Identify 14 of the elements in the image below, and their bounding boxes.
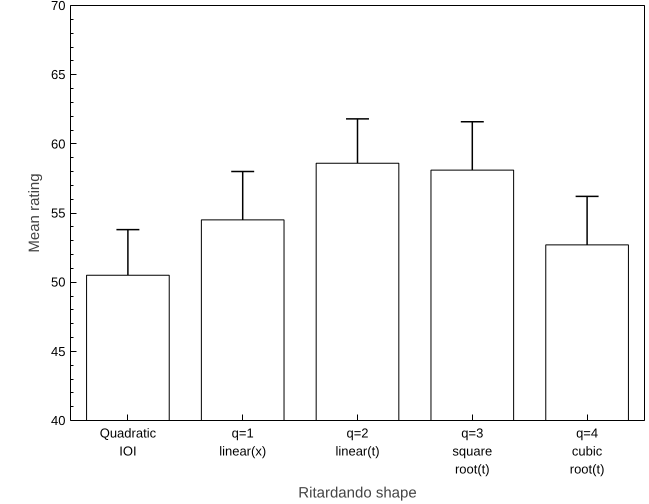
x-tick-label: q=1 linear(x) [219, 426, 266, 458]
x-tick-label: q=2 linear(t) [335, 426, 380, 458]
y-tick-label: 40 [51, 413, 66, 428]
y-tick-label: 50 [51, 274, 66, 290]
y-tick-label: 60 [51, 136, 66, 152]
x-tick-label: q=4 cubic root(t) [570, 426, 604, 476]
y-tick-label: 55 [51, 206, 66, 220]
x-tick-label: q=3 square root(t) [452, 426, 492, 476]
y-axis-title: Mean rating [26, 173, 44, 253]
y-tick-label: 70 [51, 0, 66, 13]
x-tick-label: Quadratic IOI [100, 426, 157, 458]
x-axis-title: Ritardando shape [298, 484, 417, 502]
y-tick-label: 45 [51, 344, 66, 359]
y-tick-label: 65 [51, 67, 66, 82]
